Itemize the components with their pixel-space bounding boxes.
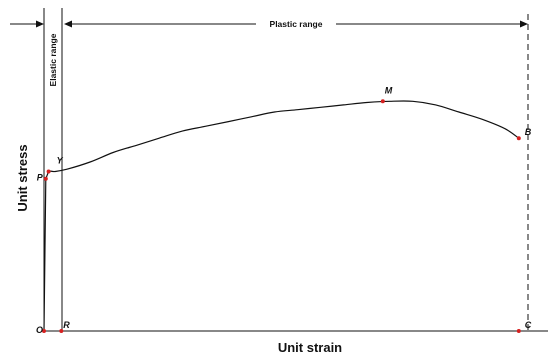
x-axis-label: Unit strain	[278, 340, 342, 355]
point-label-r: R	[63, 320, 70, 330]
plastic-range-arrowhead-left	[64, 20, 72, 28]
point-label-o: O	[36, 325, 43, 335]
elastic-range-label: Elastic range	[48, 33, 58, 86]
y-axis-label: Unit stress	[15, 144, 30, 211]
elastic-range-arrowhead	[36, 20, 44, 28]
point-label-b: B	[525, 127, 532, 137]
point-marker-b	[516, 136, 521, 141]
stress-strain-curve	[43, 100, 520, 332]
point-marker-p	[43, 176, 48, 181]
point-label-p: P	[37, 173, 44, 183]
plastic-range-label: Plastic range	[270, 19, 323, 29]
point-marker-o	[42, 329, 46, 333]
point-marker-y	[46, 169, 51, 174]
point-labels: O P Y M B R C	[36, 85, 532, 335]
point-marker-m	[380, 99, 385, 104]
guides-layer	[10, 8, 548, 332]
point-label-m: M	[385, 85, 393, 95]
point-label-c: C	[525, 320, 532, 330]
point-markers	[42, 99, 521, 333]
plastic-range-arrowhead-right	[520, 20, 528, 28]
point-marker-r	[59, 329, 64, 333]
point-marker-c	[516, 329, 521, 333]
point-label-y: Y	[57, 156, 64, 166]
